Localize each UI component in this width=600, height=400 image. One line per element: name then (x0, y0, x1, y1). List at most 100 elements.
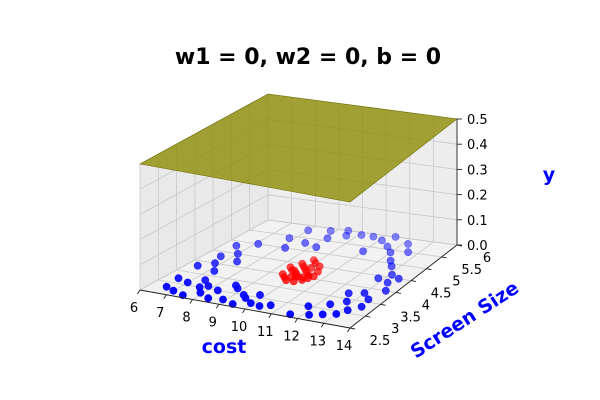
data-point (318, 310, 327, 319)
y-axis-line (349, 244, 458, 329)
data-point (162, 282, 171, 291)
axes-lines (137, 118, 463, 333)
data-point (289, 277, 298, 286)
data-point (204, 294, 213, 303)
data-point (233, 249, 242, 258)
data-point (213, 286, 222, 295)
x-tick-mark (320, 323, 325, 328)
x-tick-mark (347, 327, 351, 333)
z-tick-label: 0.2 (467, 189, 488, 204)
data-point (326, 226, 335, 235)
x-tick-label: 9 (209, 315, 217, 330)
gridline-z-back (267, 194, 458, 221)
gridline-z-back (267, 219, 458, 246)
z-tick-label: 0.0 (467, 239, 488, 254)
data-point (332, 310, 341, 318)
data-point (344, 226, 353, 235)
data-point (360, 289, 369, 297)
data-point (374, 274, 383, 283)
x-tick-mark (215, 304, 220, 309)
x-tick-mark (242, 308, 246, 314)
data-point (364, 295, 373, 304)
gridline-z-side (139, 219, 269, 291)
data-point (404, 240, 412, 248)
data-point (383, 278, 392, 287)
x-tick-label: 14 (336, 339, 353, 354)
data-point (193, 261, 202, 270)
y-tick-label: 5 (452, 275, 460, 290)
data-point (391, 232, 400, 241)
data-point (305, 310, 313, 319)
data-point (183, 278, 192, 287)
data-point (266, 301, 275, 310)
data-point (281, 243, 289, 252)
data-point (343, 306, 352, 315)
data-point (232, 241, 241, 250)
data-point (377, 236, 386, 245)
z-tick-label: 0.1 (467, 214, 488, 229)
x-tick-label: 6 (130, 301, 138, 316)
data-point (388, 270, 396, 279)
x-tick-mark (294, 318, 298, 323)
data-point (255, 302, 264, 310)
x-tick-mark (163, 294, 167, 300)
data-point (304, 302, 313, 311)
y-tick-mark (441, 256, 447, 259)
gridline-x-floor (192, 225, 316, 300)
data-point (169, 286, 178, 295)
y-tick-label: 6 (483, 251, 491, 266)
data-point (386, 248, 395, 257)
y-tick-mark (411, 280, 417, 283)
data-point (285, 234, 294, 242)
data-point (233, 257, 241, 266)
data-point (246, 299, 255, 307)
z-tick-label: 0.3 (467, 163, 488, 178)
data-point (326, 300, 335, 309)
data-point (323, 234, 332, 243)
y-tick-mark (395, 291, 401, 294)
data-point (204, 282, 213, 290)
z-tick-label: 0.5 (467, 113, 488, 128)
data-point (254, 239, 263, 248)
data-point (216, 252, 225, 261)
data-point (304, 226, 313, 235)
data-point (381, 286, 390, 295)
y-axis-label: Screen Size (407, 277, 523, 363)
x-tick-label: 12 (283, 330, 300, 345)
x-tick-label: 10 (231, 320, 248, 335)
data-point (298, 276, 306, 284)
z-axis-label: y (543, 164, 556, 186)
x-tick-label: 13 (310, 334, 327, 349)
data-point (174, 274, 183, 283)
y-tick-label: 4.5 (431, 287, 452, 302)
x-axis-label: cost (202, 336, 247, 358)
data-point (228, 300, 237, 308)
gridline-x-floor (271, 235, 387, 315)
data-point (211, 259, 219, 268)
y-tick-mark (380, 303, 386, 306)
data-point (369, 232, 378, 241)
data-point (282, 276, 290, 285)
data-point (233, 284, 242, 293)
data-point (312, 243, 321, 252)
data-point (357, 231, 366, 239)
data-points (162, 226, 412, 319)
x-tick-mark (189, 299, 193, 304)
data-point (210, 267, 219, 275)
y-tick-label: 4 (422, 298, 430, 313)
data-point (286, 310, 295, 319)
data-point (201, 276, 210, 284)
y-tick-label: 5.5 (461, 263, 482, 278)
y-tick-label: 3 (391, 322, 399, 337)
gridline-z-side (139, 194, 269, 266)
data-point (387, 262, 396, 271)
data-point (357, 302, 366, 311)
y-tick-label: 3.5 (400, 310, 421, 325)
data-point (256, 291, 264, 299)
x-tick-label: 11 (257, 325, 274, 340)
data-point (404, 248, 412, 257)
data-point (394, 274, 403, 283)
data-point (342, 297, 351, 306)
data-point (241, 294, 250, 302)
